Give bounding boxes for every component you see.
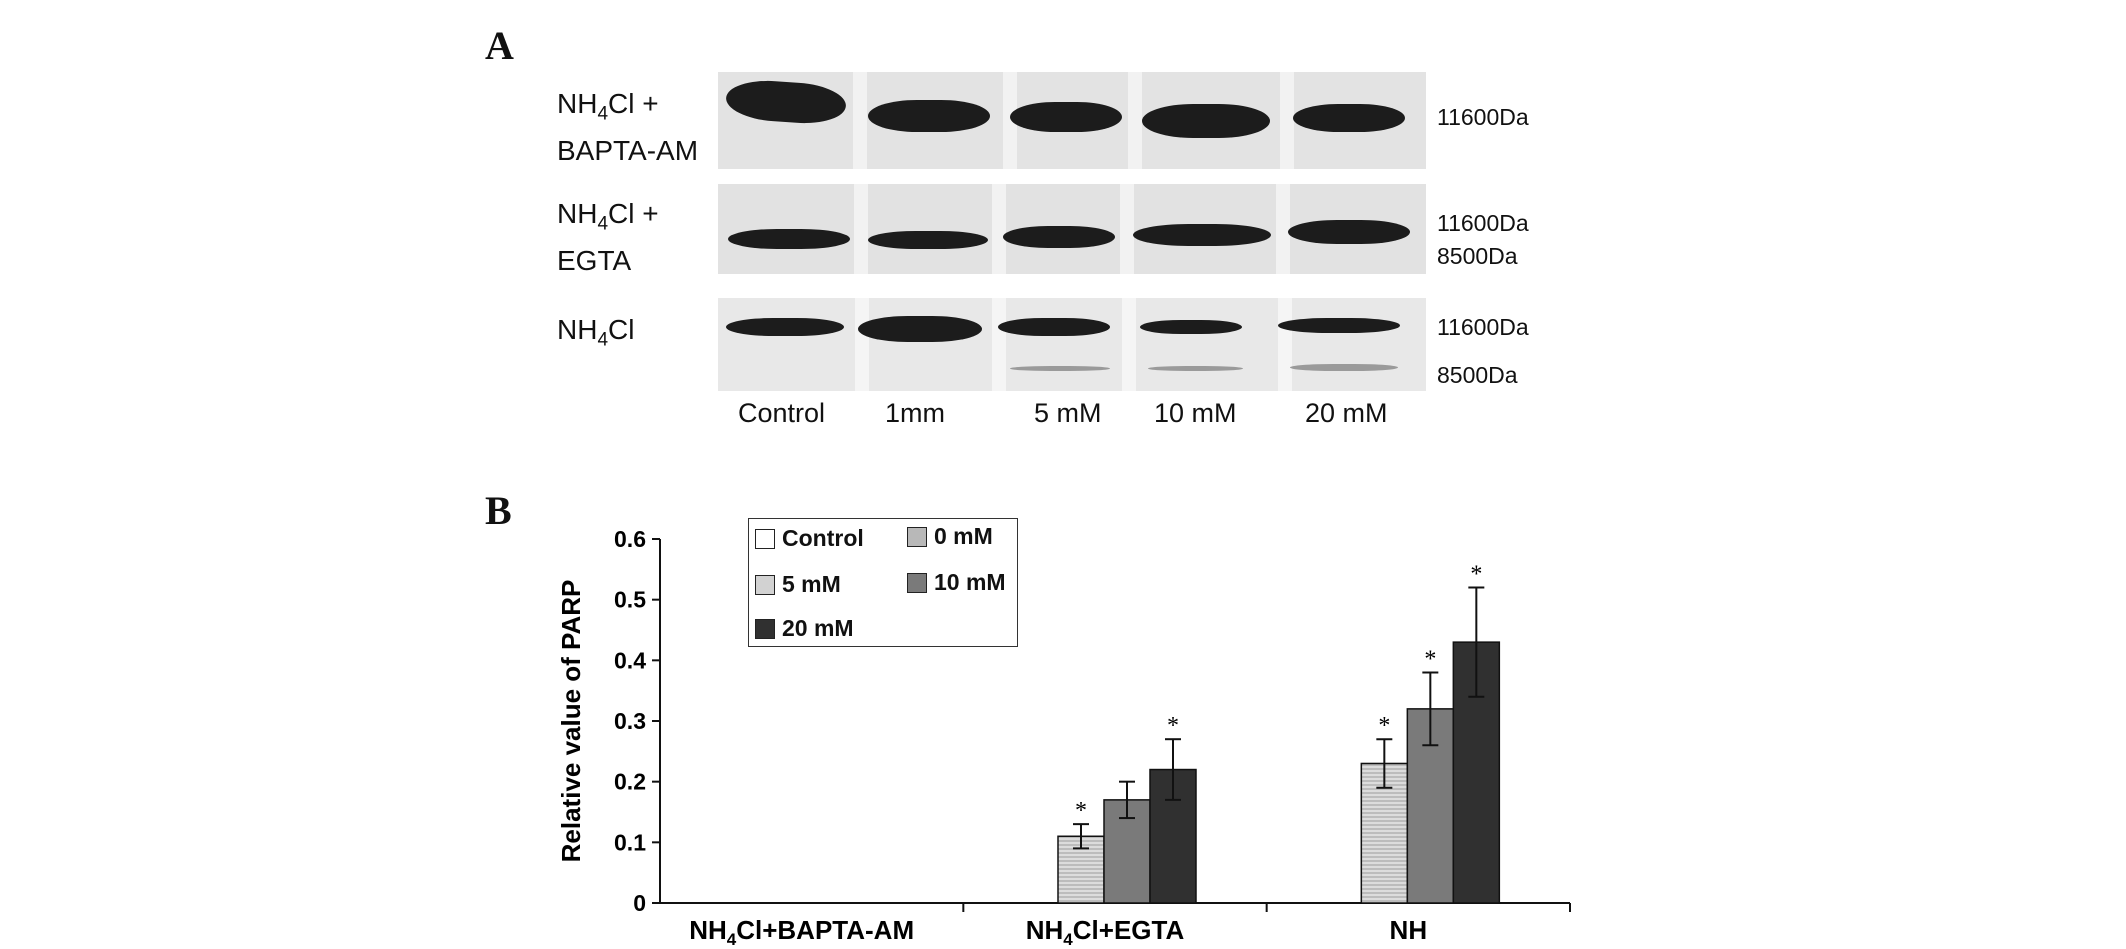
category-label: NH4Cl+BAPTA-AM — [689, 915, 914, 949]
protein-band — [726, 318, 844, 336]
legend: Control 0 mM 5 mM 10 mM 20 mM — [748, 518, 1018, 647]
cleaved-band — [1148, 366, 1243, 371]
legend-label: 20 mM — [782, 615, 854, 641]
panel-b-letter: B — [485, 488, 512, 533]
legend-item-10mm: 10 mM — [907, 569, 1006, 596]
legend-label: 0 mM — [934, 523, 993, 549]
protein-band — [728, 229, 850, 249]
protein-band — [1003, 226, 1115, 248]
lane-separator — [992, 298, 1006, 391]
lane-separator — [1280, 72, 1294, 169]
western-blot-bapta — [718, 72, 1426, 169]
y-axis-label: Relative value of PARP — [556, 580, 586, 863]
category-label: NH — [1390, 915, 1428, 945]
lane-separator — [1276, 184, 1290, 274]
protein-band — [1133, 224, 1271, 246]
protein-band — [1010, 102, 1122, 132]
marker-label: 8500Da — [1437, 362, 1518, 388]
legend-item-5mm: 5 mM — [755, 571, 841, 598]
blot-label-nh4cl: NH4Cl — [557, 314, 635, 351]
protein-band — [1293, 104, 1405, 132]
cleaved-band — [1290, 364, 1398, 371]
legend-label: Control — [782, 525, 864, 551]
category-label: NH4Cl+EGTA — [1026, 915, 1185, 949]
legend-item-20mm: 20 mM — [755, 615, 854, 642]
bar — [1103, 799, 1151, 904]
y-tick-label: 0 — [633, 890, 646, 916]
y-tick-label: 0.6 — [614, 526, 646, 552]
significance-star: * — [1075, 798, 1087, 824]
legend-swatch — [755, 528, 775, 549]
y-tick-label: 0.3 — [614, 708, 646, 734]
blot-label-bapta: NH4Cl + BAPTA-AM — [557, 88, 699, 166]
lane-separator — [1003, 72, 1017, 169]
significance-star: * — [1167, 713, 1179, 739]
protein-band — [868, 231, 988, 249]
lane-label-10mm: 10 mM — [1154, 398, 1237, 428]
protein-band — [858, 316, 982, 342]
marker-label: 8500Da — [1437, 243, 1518, 269]
marker-label: 11600Da — [1437, 104, 1529, 130]
legend-label: 5 mM — [782, 571, 841, 597]
lane-label-20mm: 20 mM — [1305, 398, 1388, 428]
lane-separator — [853, 72, 867, 169]
protein-band — [1142, 104, 1270, 138]
legend-swatch — [755, 618, 775, 639]
protein-band — [868, 100, 990, 132]
western-blot-nh4cl — [718, 298, 1426, 391]
protein-band — [998, 318, 1110, 336]
western-blot-egta — [718, 184, 1426, 274]
blot-label-egta: NH4Cl + EGTA — [557, 198, 659, 276]
significance-star: * — [1424, 646, 1436, 672]
legend-label: 10 mM — [934, 569, 1006, 595]
y-tick-label: 0.4 — [614, 647, 646, 673]
protein-band — [1278, 318, 1400, 333]
lane-label-1mm: 1mm — [885, 398, 945, 428]
y-tick-label: 0.2 — [614, 769, 646, 795]
y-tick-label: 0.1 — [614, 829, 646, 855]
protein-band — [1140, 320, 1242, 334]
lane-separator — [1128, 72, 1142, 169]
marker-label: 11600Da — [1437, 314, 1529, 340]
lane-separator — [1122, 298, 1136, 391]
significance-star: * — [1378, 713, 1390, 739]
protein-band — [1288, 220, 1410, 244]
lane-label-5mm: 5 mM — [1034, 398, 1102, 428]
marker-label: 11600Da — [1437, 210, 1529, 236]
lane-separator — [854, 184, 868, 274]
legend-item-control: Control — [755, 525, 864, 552]
lane-label-control: Control — [738, 398, 826, 428]
legend-item-0mm: 0 mM — [907, 523, 993, 550]
legend-swatch — [907, 526, 927, 547]
cleaved-band — [1010, 366, 1110, 371]
legend-swatch — [755, 574, 775, 595]
panel-a-letter: A — [485, 23, 514, 68]
y-tick-label: 0.5 — [614, 587, 646, 613]
legend-swatch — [907, 572, 927, 593]
lane-separator — [1120, 184, 1134, 274]
lane-separator — [992, 184, 1006, 274]
significance-star: * — [1470, 562, 1482, 588]
